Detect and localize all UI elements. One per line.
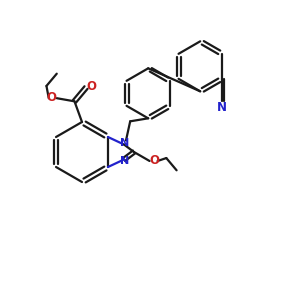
Text: N: N [120,139,130,148]
Text: N: N [217,101,227,114]
Text: O: O [47,91,57,104]
Text: O: O [150,154,160,167]
Text: O: O [86,80,96,93]
Text: N: N [120,155,130,166]
